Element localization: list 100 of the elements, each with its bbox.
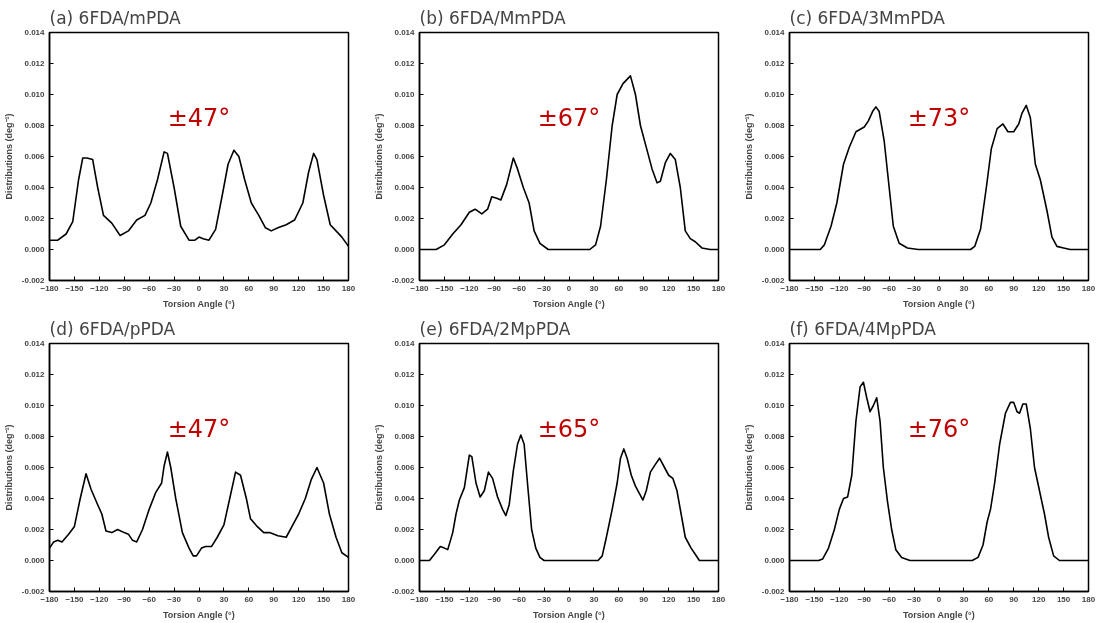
y-tick-label: 0.000: [24, 556, 46, 565]
y-tick-label: 0.008: [764, 121, 786, 130]
x-tick-label: 0: [936, 594, 942, 604]
x-tick-label: −90: [857, 594, 872, 604]
x-tick-label: −150: [805, 283, 824, 293]
y-tick-label: 0.014: [764, 339, 786, 348]
x-axis-title: Torsion Angle (°): [533, 298, 605, 309]
chart-title: (d) 6FDA/pPDA: [49, 318, 176, 339]
x-tick-label: 0: [196, 594, 202, 604]
y-tick-label: 0.014: [764, 28, 786, 37]
x-tick-label: −120: [460, 594, 479, 604]
x-tick-label: 60: [614, 283, 624, 293]
y-tick-label: 0.012: [394, 370, 416, 379]
y-tick-label: 0.006: [394, 152, 416, 161]
x-tick-label: 180: [341, 283, 356, 293]
y-tick-label: 0.012: [24, 370, 46, 379]
x-tick-label: −90: [487, 594, 502, 604]
y-tick-label: 0.000: [394, 245, 416, 254]
y-axis-title: Distributions (deg⁻¹): [373, 424, 384, 511]
annotation: ±67°: [537, 103, 601, 132]
x-tick-label: 180: [711, 594, 726, 604]
x-tick-label: −150: [435, 594, 454, 604]
y-tick-label: 0.008: [24, 121, 46, 130]
y-axis-title: Distributions (deg⁻¹): [743, 424, 754, 511]
y-tick-label: 0.000: [764, 556, 786, 565]
x-tick-label: 120: [1031, 594, 1046, 604]
x-tick-label: 0: [566, 594, 572, 604]
y-tick-label: 0.014: [394, 28, 416, 37]
y-tick-label: 0.004: [394, 494, 416, 503]
x-tick-label: 120: [661, 283, 676, 293]
y-tick-label: 0.002: [24, 214, 46, 223]
chart-title: (e) 6FDA/2MpPDA: [419, 318, 571, 339]
x-axis-title: Torsion Angle (°): [163, 298, 235, 309]
x-tick-label: 30: [589, 283, 599, 293]
x-tick-label: −180: [410, 594, 430, 604]
x-tick-label: −30: [167, 594, 182, 604]
x-tick-label: −60: [512, 594, 527, 604]
chart-title: (a) 6FDA/mPDA: [49, 7, 181, 28]
y-tick-label: 0.012: [24, 59, 46, 68]
y-tick-label: 0.012: [764, 59, 786, 68]
y-tick-label: -0.002: [21, 276, 46, 285]
x-tick-label: 150: [686, 283, 701, 293]
y-tick-label: 0.002: [394, 525, 416, 534]
x-tick-label: 30: [589, 594, 599, 604]
x-tick-label: −60: [512, 283, 527, 293]
y-tick-label: 0.012: [764, 370, 786, 379]
x-axis-title: Torsion Angle (°): [903, 609, 975, 620]
y-tick-label: 0.008: [24, 432, 46, 441]
x-tick-label: −30: [907, 283, 922, 293]
y-tick-label: 0.010: [394, 401, 416, 410]
x-tick-label: −30: [167, 283, 182, 293]
y-tick-label: 0.010: [764, 90, 786, 99]
x-tick-label: 30: [959, 283, 969, 293]
x-tick-label: −150: [435, 283, 454, 293]
x-tick-label: −60: [142, 283, 157, 293]
y-tick-label: 0.006: [24, 463, 46, 472]
x-tick-label: 150: [316, 283, 331, 293]
x-tick-label: 90: [1009, 283, 1019, 293]
y-tick-label: 0.010: [24, 401, 46, 410]
x-axis-title: Torsion Angle (°): [533, 609, 605, 620]
y-tick-label: 0.002: [764, 214, 786, 223]
annotation: ±76°: [907, 414, 971, 443]
x-tick-label: 90: [269, 283, 279, 293]
x-tick-label: 180: [1081, 594, 1096, 604]
x-tick-label: −90: [117, 283, 132, 293]
x-tick-label: −90: [857, 283, 872, 293]
x-tick-label: −150: [65, 594, 84, 604]
y-tick-label: 0.002: [394, 214, 416, 223]
x-tick-label: −60: [882, 594, 897, 604]
x-tick-label: 60: [984, 594, 994, 604]
y-tick-label: 0.004: [24, 494, 46, 503]
y-tick-label: -0.002: [761, 276, 786, 285]
annotation: ±47°: [167, 414, 231, 443]
x-tick-label: 30: [219, 283, 229, 293]
x-axis-title: Torsion Angle (°): [163, 609, 235, 620]
y-tick-label: 0.014: [24, 28, 46, 37]
x-tick-label: 120: [661, 594, 676, 604]
y-tick-label: -0.002: [391, 276, 416, 285]
y-tick-label: 0.014: [394, 339, 416, 348]
y-axis-title: Distributions (deg⁻¹): [373, 113, 384, 200]
y-tick-label: 0.004: [24, 183, 46, 192]
x-tick-label: −60: [142, 594, 157, 604]
y-tick-label: 0.012: [394, 59, 416, 68]
y-tick-label: 0.010: [24, 90, 46, 99]
x-tick-label: −30: [537, 283, 552, 293]
y-tick-label: 0.000: [394, 556, 416, 565]
annotation: ±73°: [907, 103, 971, 132]
x-tick-label: 120: [291, 283, 306, 293]
x-tick-label: −180: [410, 283, 430, 293]
x-tick-label: 90: [269, 594, 279, 604]
x-tick-label: 180: [711, 283, 726, 293]
y-tick-label: 0.004: [764, 183, 786, 192]
x-tick-label: 120: [291, 594, 306, 604]
x-tick-label: 90: [639, 594, 649, 604]
x-tick-label: 60: [614, 594, 624, 604]
x-axis-title: Torsion Angle (°): [903, 298, 975, 309]
x-tick-label: −180: [40, 283, 60, 293]
x-tick-label: 150: [316, 594, 331, 604]
x-tick-label: 60: [244, 283, 254, 293]
x-tick-label: −30: [907, 594, 922, 604]
